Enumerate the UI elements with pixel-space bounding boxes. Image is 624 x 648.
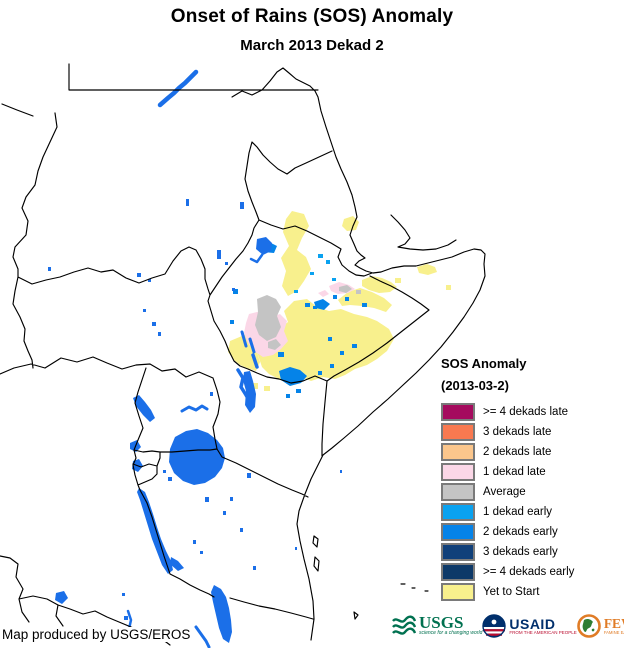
usgs-logo: USGS science for a changing world xyxy=(392,614,482,638)
usaid-wordmark: USAID xyxy=(509,615,556,632)
legend-item-label: 2 dekads late xyxy=(483,446,552,458)
rift-lake-2 xyxy=(248,337,256,354)
legend-row: Average xyxy=(441,482,621,502)
usgs-waves-icon xyxy=(392,615,416,635)
legend-item-label: 3 dekads late xyxy=(483,426,552,438)
legend-row: 2 dekads late xyxy=(441,442,621,462)
usaid-logo: USAID FROM THE AMERICAN PEOPLE xyxy=(482,614,577,638)
anomaly-average-areas xyxy=(255,285,361,350)
usgs-tagline: science for a changing world xyxy=(419,630,483,636)
legend-row: 1 dekad early xyxy=(441,502,621,522)
logo-bar: USGS science for a changing world USAID … xyxy=(390,606,624,646)
legend-item-label: Average xyxy=(483,486,526,498)
fewsnet-logo: FEWS NET FAMINE EARLY WARNING SYSTEMS NE… xyxy=(577,614,624,638)
legend-color-swatch xyxy=(441,523,475,541)
legend-row: Yet to Start xyxy=(441,582,621,602)
legend-item-label: >= 4 dekads late xyxy=(483,406,569,418)
fewsnet-globe-icon xyxy=(577,614,601,638)
fewsnet-tagline: FAMINE EARLY WARNING SYSTEMS NETWORK xyxy=(603,629,624,635)
legend-color-swatch xyxy=(441,423,475,441)
page-subtitle: March 2013 Dekad 2 xyxy=(240,37,384,54)
blue-nile-river xyxy=(249,253,264,264)
usaid-seal-icon xyxy=(482,614,507,638)
white-nile-river xyxy=(236,368,252,404)
rift-lake-1 xyxy=(240,330,248,348)
legend-color-swatch xyxy=(441,443,475,461)
rift-lake-3 xyxy=(251,353,259,369)
legend-row: 2 dekads early xyxy=(441,522,621,542)
country-borders xyxy=(0,63,486,646)
legend-item-label: Yet to Start xyxy=(483,586,540,598)
legend-color-swatch xyxy=(441,543,475,561)
usgs-wordmark: USGS xyxy=(419,613,464,632)
legend-item-label: 2 dekads early xyxy=(483,526,558,538)
legend-date: (2013-03-2) xyxy=(441,378,509,393)
legend-item-label: 1 dekad late xyxy=(483,466,546,478)
legend: SOS Anomaly (2013-03-2) >= 4 dekads late… xyxy=(441,356,621,602)
legend-row: >= 4 dekads late xyxy=(441,402,621,422)
lake-nasser xyxy=(157,69,199,108)
legend-item-label: 1 dekad early xyxy=(483,506,553,518)
legend-color-swatch xyxy=(441,563,475,581)
credit-text: Map produced by USGS/EROS xyxy=(2,627,195,642)
legend-color-swatch xyxy=(441,403,475,421)
lake-kyoga xyxy=(180,404,209,413)
legend-row: 3 dekads early xyxy=(441,542,621,562)
legend-row: 3 dekads late xyxy=(441,422,621,442)
legend-items: >= 4 dekads late 3 dekads late 2 dekads … xyxy=(441,402,621,602)
legend-item-label: >= 4 dekads early xyxy=(483,566,575,578)
southern-river-1 xyxy=(194,625,211,648)
legend-row: >= 4 dekads early xyxy=(441,562,621,582)
legend-item-label: 3 dekads early xyxy=(483,546,558,558)
legend-color-swatch xyxy=(441,503,475,521)
legend-color-swatch xyxy=(441,463,475,481)
legend-color-swatch xyxy=(441,483,475,501)
anomaly-yet-to-start-areas xyxy=(228,211,451,391)
legend-row: 1 dekad late xyxy=(441,462,621,482)
title-block: Onset of Rains (SOS) Anomaly March 2013 … xyxy=(0,6,624,54)
legend-color-swatch xyxy=(441,583,475,601)
page-title: Onset of Rains (SOS) Anomaly xyxy=(170,6,454,27)
legend-title: SOS Anomaly xyxy=(441,356,527,371)
fewsnet-wordmark: FEWS NET xyxy=(603,615,624,631)
usaid-tagline: FROM THE AMERICAN PEOPLE xyxy=(509,629,577,635)
